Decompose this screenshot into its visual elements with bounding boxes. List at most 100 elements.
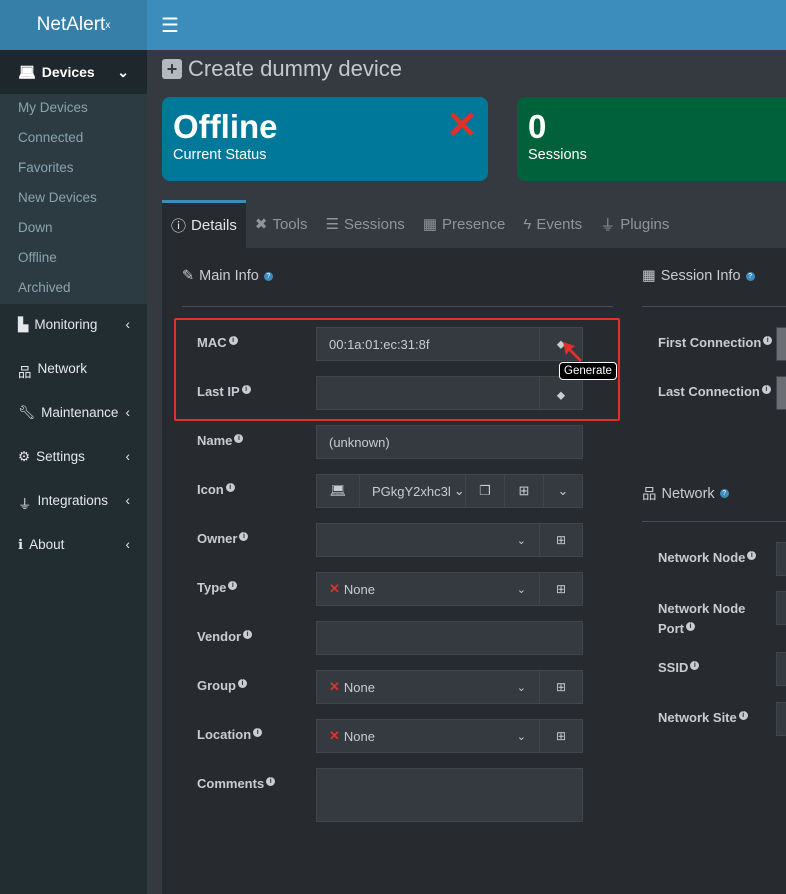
info-circle-icon: ⓘ [171,218,187,235]
hamburger-menu-icon[interactable]: ☰ [161,15,179,37]
devices-submenu: My Devices Connected Favorites New Devic… [0,94,147,304]
calendar-icon: ▦ [642,268,656,284]
mac-input[interactable]: 00:1a:01:ec:31:8f ⬥ [316,327,583,361]
chevron-left-icon: ‹ [125,405,131,420]
last-ip-input[interactable]: ⬥ [316,376,583,410]
top-bar: ☰ [147,0,786,50]
help-icon[interactable]: ? [745,271,755,281]
info-icon: i [747,550,757,560]
help-icon[interactable]: ? [719,489,729,498]
pencil-icon: ✎ [182,268,195,284]
x-icon: ✕ [329,679,340,694]
status-box: Offline Current Status ✕ [162,97,488,181]
last-ip-label: Last IP i [197,384,251,399]
sidebar-sub-archived[interactable]: Archived [18,280,71,295]
icon-label: Icon i [197,482,235,497]
vendor-label: Vendor i [197,629,253,644]
network-node-port-input[interactable] [776,591,786,625]
add-owner-button[interactable]: ⊞ [539,523,583,557]
vendor-input[interactable] [316,621,583,655]
chevron-left-icon: ‹ [125,317,131,332]
x-mark-icon: ✕ [446,105,478,147]
chevron-down-icon[interactable]: ⌄ [557,483,569,498]
add-location-button[interactable]: ⊞ [539,719,583,753]
sidebar-item-integrations[interactable]: ⏚ Integrations ‹ [18,493,131,512]
info-icon: i [228,335,238,345]
sidebar-item-network[interactable]: 品 Network [18,361,88,380]
info-icon: i [761,384,771,394]
tab-plugins[interactable]: ⏚ Plugins [600,215,670,234]
sidebar-sub-down[interactable]: Down [18,220,53,235]
sidebar: 💻︎ Devices ⌄ My Devices Connected Favorite… [0,50,147,894]
mac-label: MAC i [197,335,238,350]
icon-field: 💻︎ PGkgY2xhc3l ⌄ ❐ ⊞ ⌄ [316,474,583,508]
name-input[interactable]: (unknown) [316,425,583,459]
tab-details[interactable]: ⓘ Details [162,200,246,248]
laptop-icon: 💻︎ [18,63,36,80]
info-icon: i [228,580,238,590]
add-icon-button[interactable]: ⊞ [505,475,544,507]
wrench-icon: 🔧︎ [18,405,36,420]
owner-select[interactable]: ⌄ ⊞ [316,523,583,557]
sidebar-item-monitoring[interactable]: ▙ Monitoring ‹ [18,317,131,332]
chevron-left-icon: ‹ [125,449,131,464]
tooltip: Generate [559,362,617,380]
app-logo[interactable]: NetAlert x [0,0,147,50]
divider [182,306,613,307]
location-select[interactable]: ✕ None ⌄ ⊞ [316,719,583,753]
calendar-icon: ▦ [422,216,437,233]
group-label: Group i [197,678,247,693]
sidebar-item-devices[interactable]: 💻︎ Devices ⌄ [0,50,147,94]
sessions-box: 0 Sessions [517,97,786,181]
sidebar-item-maintenance[interactable]: 🔧︎ Maintenance ‹ [18,405,131,420]
tab-events[interactable]: ϟ Events [523,215,583,233]
info-icon: i [253,727,263,737]
network-node-input[interactable] [776,542,786,576]
sidebar-item-settings[interactable]: ⚙ Settings ‹ [18,449,131,464]
type-select[interactable]: ✕ None ⌄ ⊞ [316,572,583,606]
plug-icon: ⏚ [18,497,32,512]
divider [642,521,786,522]
chevron-left-icon: ‹ [125,537,131,552]
help-icon[interactable]: ? [263,271,273,281]
last-connection-label: Last Connection i [658,384,771,399]
list-icon: ☰ [325,216,339,233]
chevron-down-icon: ⌄ [117,63,129,80]
icon-select[interactable]: PGkgY2xhc3l ⌄ [360,475,466,507]
cursor-arrow-icon [563,342,582,362]
tab-presence[interactable]: ▦ Presence [422,215,506,234]
location-label: Location i [197,727,263,742]
first-connection-input[interactable] [776,327,786,361]
sidebar-sub-offline[interactable]: Offline [18,250,57,265]
group-select[interactable]: ✕ None ⌄ ⊞ [316,670,583,704]
last-connection-input[interactable] [776,376,786,410]
dice-icon: ⬥ [556,388,566,402]
copy-icon[interactable]: ❐ [466,475,505,507]
generate-mac-button[interactable]: ⬥ [539,327,583,361]
network-node-port-label: Network Node Port i [658,601,746,636]
main-info-header: ✎ Main Info? [182,268,273,284]
add-type-button[interactable]: ⊞ [539,572,583,606]
sidebar-sub-connected[interactable]: Connected [18,130,84,145]
chevron-left-icon: ‹ [125,493,131,508]
info-icon: i [243,629,253,639]
tab-sessions[interactable]: ☰ Sessions [325,215,405,234]
laptop-icon-preview: 💻︎ [317,475,360,507]
highlight-box [174,318,620,421]
sidebar-sub-new-devices[interactable]: New Devices [18,190,97,205]
sidebar-sub-favorites[interactable]: Favorites [18,160,74,175]
info-icon: i [686,621,695,631]
tab-tools[interactable]: ✖ Tools [254,215,308,234]
divider [642,306,786,307]
page-title: + Create dummy device [162,56,402,82]
add-group-button[interactable]: ⊞ [539,670,583,704]
comments-textarea[interactable] [316,768,583,822]
info-icon: i [225,482,235,492]
network-site-input[interactable] [776,702,786,736]
generate-ip-button[interactable]: ⬥ [539,376,583,410]
info-icon: i [763,335,773,345]
sidebar-item-about[interactable]: ℹ About ‹ [18,537,131,552]
bolt-icon: ϟ [523,215,532,233]
sidebar-sub-my-devices[interactable]: My Devices [18,100,88,115]
ssid-input[interactable] [776,652,786,686]
